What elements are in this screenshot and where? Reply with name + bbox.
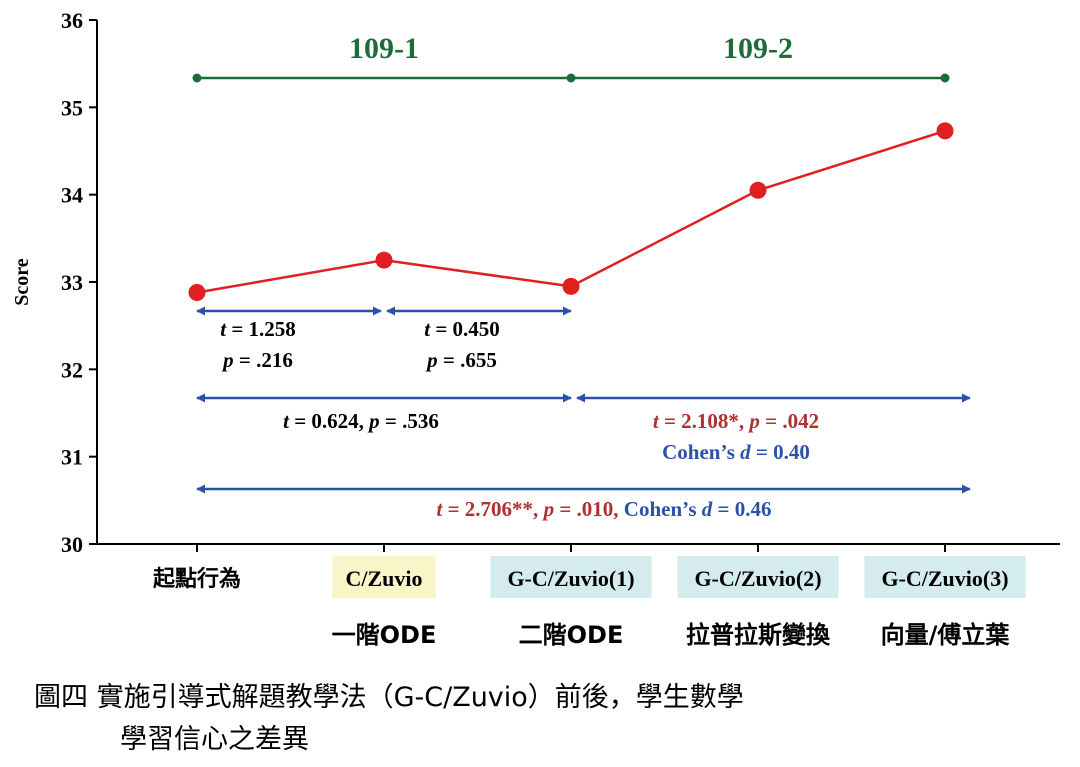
x-tick-label: C/Zuvio — [345, 566, 422, 591]
series-line — [196, 129, 946, 294]
stat-text-run: t — [220, 317, 227, 341]
period-label: 109-2 — [723, 32, 793, 65]
y-tick-label: 32 — [61, 357, 83, 382]
y-tick-label: 36 — [61, 8, 83, 33]
stat-text-run: = 0.450 — [430, 317, 500, 341]
stat-text-run: Cohen’s — [662, 440, 740, 464]
x-sublabel: 拉普拉斯變換 — [686, 621, 831, 649]
stat-text-run: = 0.624, — [289, 409, 369, 433]
comparison-stat-text: t = 0.450 — [424, 317, 500, 341]
stat-text-run: = .010, — [554, 497, 624, 521]
x-sublabel: 一階ODE — [332, 621, 437, 649]
x-tick-label: 起點行為 — [152, 566, 241, 592]
comparison-stat-text: Cohen’s d = 0.40 — [662, 440, 810, 464]
category-highlight — [864, 556, 1026, 598]
stat-text-run: t — [283, 409, 290, 433]
stat-text-run: = 0.46 — [712, 497, 771, 521]
figure-caption: 圖四 實施引導式解題教學法（G-C/Zuvio）前後，學生數學 — [34, 682, 744, 713]
period-label: 109-1 — [349, 32, 419, 65]
data-point — [936, 122, 954, 140]
x-tick-label: G-C/Zuvio(2) — [694, 566, 821, 591]
stat-text-run: = 0.40 — [751, 440, 810, 464]
comparison-stat-text: p = .655 — [425, 348, 497, 372]
y-tick-label: 34 — [61, 183, 83, 208]
figure-caption: 學習信心之差異 — [120, 724, 309, 755]
data-point — [749, 181, 767, 199]
comparison-stat-text: t = 1.258 — [220, 317, 296, 341]
category-highlight — [677, 556, 839, 598]
x-sublabel: 向量/傅立葉 — [881, 621, 1011, 649]
data-point — [188, 283, 206, 301]
period-marker — [192, 73, 202, 83]
stat-text-run: p — [425, 348, 438, 372]
stat-text-run: Cohen’s — [624, 497, 702, 521]
stat-text-run: t — [424, 317, 431, 341]
stat-text-run: = .536 — [380, 409, 439, 433]
stat-text-run: = 2.108*, — [659, 409, 750, 433]
stat-text-run: = 1.258 — [226, 317, 296, 341]
y-axis-label: Score — [11, 258, 33, 306]
data-point — [375, 251, 393, 269]
y-tick-label: 33 — [61, 270, 83, 295]
x-tick-label: G-C/Zuvio(1) — [507, 566, 634, 591]
data-point — [562, 277, 580, 295]
stat-text-run: p — [367, 409, 380, 433]
x-sublabel: 二階ODE — [519, 621, 624, 649]
period-marker — [940, 73, 950, 83]
y-tick-label: 31 — [61, 445, 83, 470]
x-tick-label: G-C/Zuvio(3) — [881, 566, 1008, 591]
stat-text-run: p — [747, 409, 760, 433]
y-tick-label: 30 — [61, 532, 83, 557]
stat-text-run: = 2.706**, — [442, 497, 543, 521]
stat-text-run: t — [437, 497, 444, 521]
stat-text-run: = .655 — [438, 348, 497, 372]
period-marker — [566, 73, 576, 83]
stat-text-run: = .216 — [234, 348, 293, 372]
stat-text-run: t — [653, 409, 660, 433]
stat-text-run: p — [221, 348, 234, 372]
comparison-stat-text: t = 0.624, p = .536 — [283, 409, 439, 433]
comparison-stat-text: t = 2.108*, p = .042 — [653, 409, 819, 433]
category-highlight — [332, 556, 436, 598]
stat-text-run: d — [702, 497, 713, 521]
y-tick-label: 35 — [61, 95, 83, 120]
stat-text-run: = .042 — [760, 409, 819, 433]
comparison-stat-text: p = .216 — [221, 348, 293, 372]
comparison-stat-text: t = 2.706**, p = .010, Cohen’s d = 0.46 — [437, 497, 772, 521]
stat-text-run: d — [740, 440, 751, 464]
category-highlight — [490, 556, 652, 598]
stat-text-run: p — [542, 497, 555, 521]
